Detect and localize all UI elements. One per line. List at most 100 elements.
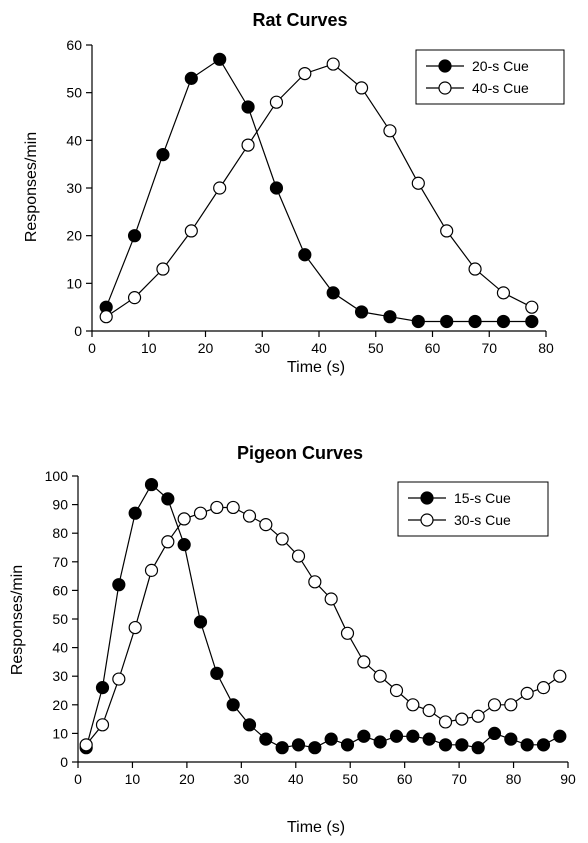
rat-legend-marker — [438, 59, 452, 73]
rat-series-2-line — [105, 63, 533, 318]
pigeon-series-points — [79, 477, 567, 755]
rat-series-1-point — [383, 310, 397, 324]
rat-x-tick-label: 40 — [311, 340, 327, 356]
pigeon-series-2-point — [161, 535, 175, 549]
rat-x-tick-label: 30 — [254, 340, 270, 356]
pigeon-y-tick-label: 100 — [45, 468, 69, 484]
pigeon-series-1-point — [259, 732, 273, 746]
rat-y-tick-label: 40 — [66, 132, 82, 148]
rat-series-1-point — [213, 52, 227, 66]
pigeon-x-tick-label: 70 — [451, 771, 467, 787]
rat-y-tick-label: 30 — [66, 180, 82, 196]
rat-x-tick-label: 20 — [198, 340, 214, 356]
rat-y-tick-label: 10 — [66, 275, 82, 291]
rat-series-2-point — [156, 262, 170, 276]
pigeon-x-tick-label: 80 — [506, 771, 522, 787]
pigeon-series-1-point — [536, 738, 551, 752]
pigeon-chart-title: Pigeon Curves — [237, 443, 363, 463]
rat-axes: 0 10 20 30 40 50 60 70 80 0 10 20 30 40 50 60 — [66, 37, 554, 356]
pigeon-series-2-point — [471, 709, 485, 723]
pigeon-series-2-point — [144, 563, 159, 577]
pigeon-series-1-point — [487, 726, 502, 741]
rat-series-2-point — [411, 176, 425, 190]
pigeon-series-1-point — [406, 729, 420, 743]
rat-legend-box — [415, 49, 565, 105]
pigeon-series-2-line — [85, 506, 561, 746]
pigeon-series-1-point — [455, 738, 469, 752]
pigeon-x-tick-label: 60 — [397, 771, 413, 787]
pigeon-series-2-point — [226, 500, 240, 515]
pigeon-chart: Pigeon Curves Time (s) Responses/min 0 10… — [9, 443, 576, 836]
pigeon-series-1-point — [520, 738, 534, 752]
pigeon-series-1-point — [308, 741, 322, 755]
pigeon-series-1-point — [177, 538, 191, 552]
pigeon-series-2-point — [520, 686, 534, 700]
rat-series-1-point — [298, 248, 312, 262]
pigeon-x-tick-label: 50 — [342, 771, 358, 787]
rat-series-1-point — [184, 71, 198, 85]
rat-series-1-point — [354, 305, 369, 319]
rat-series-1-point — [468, 314, 482, 329]
rat-y-tick-label: 0 — [74, 323, 82, 339]
pigeon-legend-marker — [420, 513, 434, 527]
pigeon-x-tick-label: 30 — [234, 771, 250, 787]
pigeon-axes: 0 10 20 30 40 50 60 70 80 90 0 10 20 30 40 50 60 70 80 90 10… — [45, 468, 576, 787]
rat-series-1-point — [496, 314, 511, 329]
rat-series-1-line — [105, 58, 532, 323]
pigeon-y-tick-label: 20 — [52, 697, 68, 713]
pigeon-series-2-point — [177, 512, 191, 526]
pigeon-series-1-point — [504, 732, 518, 746]
rat-legend: 20-s Cue 40-s Cue — [415, 49, 565, 105]
rat-series-1-point — [440, 314, 454, 329]
pigeon-series-2-point — [193, 506, 208, 520]
pigeon-series-1-point — [95, 681, 110, 695]
rat-y-tick-label: 60 — [66, 37, 82, 53]
rat-legend-label: 40-s Cue — [472, 80, 529, 96]
rat-series-2-point — [184, 224, 198, 238]
pigeon-series-2-point — [95, 718, 110, 732]
pigeon-y-tick-label: 10 — [52, 725, 68, 741]
pigeon-series-2-point — [536, 681, 551, 695]
rat-series-1-point — [127, 229, 142, 243]
rat-series-2-point — [213, 181, 227, 195]
rat-chart-title: Rat Curves — [252, 10, 347, 30]
pigeon-series-1-point — [438, 738, 453, 752]
pigeon-series-2-point — [259, 518, 273, 532]
pigeon-series-1-point — [193, 615, 208, 629]
rat-series-1-point — [411, 314, 425, 329]
rat-x-tick-label: 0 — [88, 340, 96, 356]
rat-x-tick-label: 50 — [368, 340, 384, 356]
rat-series-2-point — [496, 286, 511, 300]
pigeon-y-tick-label: 90 — [52, 497, 68, 513]
pigeon-series-1-point — [291, 738, 306, 752]
pigeon-series-1-point — [242, 718, 257, 732]
pigeon-y-tick-label: 60 — [52, 582, 68, 598]
pigeon-y-tick-label: 0 — [60, 754, 68, 770]
rat-legend-marker — [438, 81, 452, 95]
pigeon-series-2-point — [210, 500, 224, 515]
pigeon-series-1-point — [422, 732, 436, 746]
rat-series-2-point — [99, 310, 113, 324]
pigeon-series-2-point — [340, 626, 355, 640]
pigeon-y-tick-label: 80 — [52, 525, 68, 541]
pigeon-x-axis-label: Time (s) — [287, 819, 345, 836]
pigeon-legend-marker — [420, 491, 434, 505]
pigeon-series-1-point — [128, 506, 142, 520]
pigeon-series-2-point — [389, 683, 404, 698]
rat-y-tick-label: 20 — [66, 228, 82, 244]
pigeon-x-tick-label: 20 — [179, 771, 195, 787]
rat-series-2-point — [468, 262, 482, 276]
pigeon-y-tick-label: 30 — [52, 668, 68, 684]
pigeon-series-2-point — [324, 592, 338, 606]
pigeon-x-tick-label: 40 — [288, 771, 304, 787]
pigeon-x-tick-label: 10 — [125, 771, 141, 787]
pigeon-series-1-point — [340, 738, 355, 752]
rat-y-tick-label: 50 — [66, 85, 82, 101]
rat-series-2-point — [440, 224, 454, 238]
rat-series-1-point — [156, 148, 170, 162]
pigeon-series-2-point — [487, 698, 502, 712]
rat-legend-label: 20-s Cue — [472, 58, 529, 74]
pigeon-series-2-point — [308, 575, 322, 589]
pigeon-series-1-point — [112, 578, 126, 592]
